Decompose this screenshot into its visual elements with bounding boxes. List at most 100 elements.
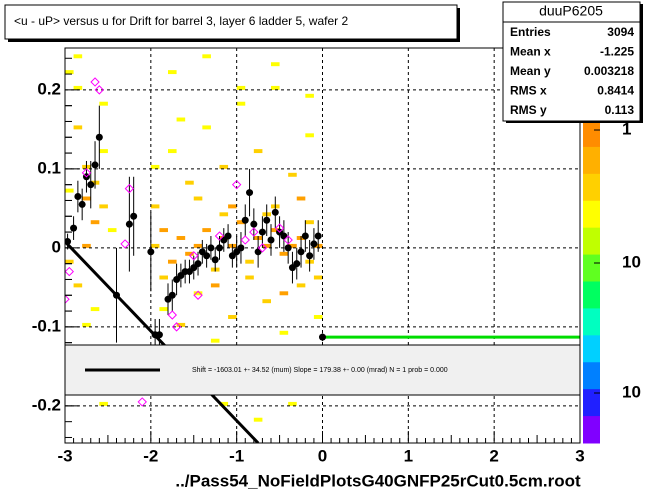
palette-swatch — [583, 254, 600, 282]
profile-point — [271, 196, 279, 229]
heat-cell — [73, 85, 83, 90]
point — [246, 189, 254, 197]
palette-swatch — [583, 173, 600, 202]
point — [301, 232, 309, 240]
rms-point — [214, 231, 225, 241]
heat-cell — [305, 220, 314, 225]
palette-swatch — [583, 200, 600, 229]
heat-cell — [107, 228, 117, 233]
profile-point — [224, 224, 232, 248]
plot-area — [65, 48, 580, 443]
palette-swatch — [583, 416, 600, 444]
point — [113, 291, 120, 299]
x-tick-label: 0 — [318, 446, 327, 465]
point — [314, 232, 322, 240]
heat-cell — [296, 196, 306, 201]
profile-point — [74, 180, 82, 213]
point — [280, 232, 288, 240]
heat-cell — [90, 220, 100, 225]
rms-point — [249, 227, 259, 237]
heat-cell — [305, 93, 314, 98]
y-tick-label: 0 — [52, 237, 61, 256]
profile-point — [87, 160, 95, 209]
rms-point — [65, 294, 70, 304]
rms-point — [81, 168, 92, 178]
point — [310, 240, 318, 248]
heat-cell — [210, 338, 220, 343]
frame — [64, 47, 581, 444]
point — [70, 224, 78, 232]
point — [125, 220, 133, 228]
heat-cell — [228, 315, 237, 319]
rms-point — [189, 251, 199, 261]
heat-cell — [73, 125, 83, 130]
stats-value: 3094 — [607, 25, 634, 39]
x-tick-label: -2 — [143, 446, 158, 465]
profile-point — [297, 236, 305, 268]
point — [267, 236, 275, 244]
title-box — [4, 4, 458, 40]
point — [87, 181, 95, 189]
profile-point — [319, 333, 326, 342]
point — [78, 200, 86, 208]
heat-cell — [313, 275, 323, 280]
heat-cell — [210, 283, 220, 288]
profile-point — [293, 247, 301, 280]
heat-cell — [236, 101, 246, 106]
profile-point — [207, 236, 215, 260]
rms-point — [124, 183, 135, 194]
heat-cell — [168, 70, 177, 75]
profile-point — [241, 204, 249, 237]
profile-point — [113, 247, 120, 343]
point — [168, 291, 176, 299]
point — [271, 208, 279, 216]
heat-cell — [150, 164, 160, 169]
rms-point — [94, 85, 105, 95]
point — [250, 220, 258, 228]
point — [237, 244, 245, 252]
profile-point — [314, 220, 322, 252]
palette-swatch — [583, 281, 600, 309]
heat-cell — [99, 204, 108, 209]
heat-cell — [73, 54, 83, 59]
heat-cell — [228, 204, 237, 209]
point — [284, 244, 292, 252]
point — [65, 238, 72, 246]
heat-cell — [202, 54, 211, 59]
legend-text: Shift = -1603.01 +- 34.52 (mum) Slope = … — [192, 367, 448, 374]
heat-cell — [219, 212, 229, 217]
heat-cell — [90, 307, 100, 312]
heat-cell — [168, 259, 177, 264]
point — [203, 252, 211, 260]
heat-cell — [245, 259, 254, 264]
heat-cell — [176, 117, 186, 122]
heat-cell — [262, 243, 271, 248]
profile-point — [70, 216, 78, 240]
point — [258, 228, 266, 236]
point — [254, 248, 262, 256]
x-tick-label: 2 — [489, 446, 498, 465]
point — [130, 212, 138, 220]
y-tick-label: -0.2 — [32, 395, 61, 414]
profile-point — [168, 279, 176, 312]
palette-swatch — [583, 362, 600, 390]
heat-cell — [313, 315, 323, 319]
heat-cell — [219, 164, 229, 169]
chart-title: <u - uP> versus u for Drift for barrel 3… — [14, 14, 348, 28]
heat-cell — [271, 228, 280, 233]
point — [194, 260, 202, 268]
point — [95, 133, 103, 141]
profile-point — [250, 208, 258, 240]
rms-point — [120, 239, 130, 249]
heat-cell — [193, 291, 203, 296]
stats-name: Mean x — [510, 45, 551, 59]
y-tick-label: 0.1 — [37, 158, 61, 177]
palette-swatch — [583, 227, 600, 256]
heat-cell — [245, 275, 254, 280]
profile-point — [237, 232, 245, 264]
profile-point — [147, 212, 155, 292]
profile-point — [130, 176, 138, 256]
profile-point — [246, 168, 254, 217]
palette-swatch — [583, 308, 600, 336]
profile-point — [284, 232, 292, 264]
